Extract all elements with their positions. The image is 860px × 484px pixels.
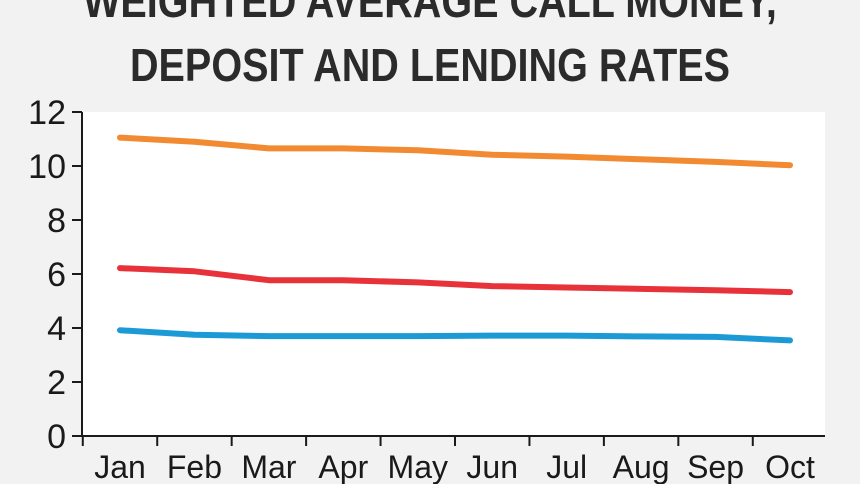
series-line-2 xyxy=(117,265,793,296)
y-tick-label: 2 xyxy=(47,364,66,402)
series-line-3 xyxy=(117,327,793,344)
chart-title-line-2: DEPOSIT AND LENDING RATES xyxy=(129,39,731,91)
x-tick-label: Jan xyxy=(94,449,146,484)
x-tick-label: Aug xyxy=(613,449,670,484)
series-lines xyxy=(117,134,793,344)
tick-labels: 0 2 4 6 8 10 12 Jan Feb Mar Apr May Jun Jul Aug Sep Oct xyxy=(28,94,815,484)
x-tick-label: Mar xyxy=(241,449,296,484)
x-tick-label: Jul xyxy=(546,449,587,484)
y-tick-label: 4 xyxy=(47,310,66,348)
series-line-1 xyxy=(117,134,793,169)
x-tick-label: Feb xyxy=(167,449,222,484)
y-tick-label: 10 xyxy=(28,148,66,186)
y-tick-label: 8 xyxy=(47,202,66,240)
x-tick-label: Apr xyxy=(318,449,368,484)
x-tick-label: Sep xyxy=(687,449,744,484)
x-tick-label: Jun xyxy=(466,449,518,484)
y-tick-label: 0 xyxy=(47,418,66,456)
chart-title-line-1: WEIGHTED AVERAGE CALL MONEY, xyxy=(83,0,777,27)
y-tick-label: 6 xyxy=(47,256,66,294)
y-tick-label: 12 xyxy=(28,94,66,132)
x-tick-label: May xyxy=(388,449,448,484)
axes xyxy=(72,111,825,446)
x-tick-label: Oct xyxy=(765,449,815,484)
